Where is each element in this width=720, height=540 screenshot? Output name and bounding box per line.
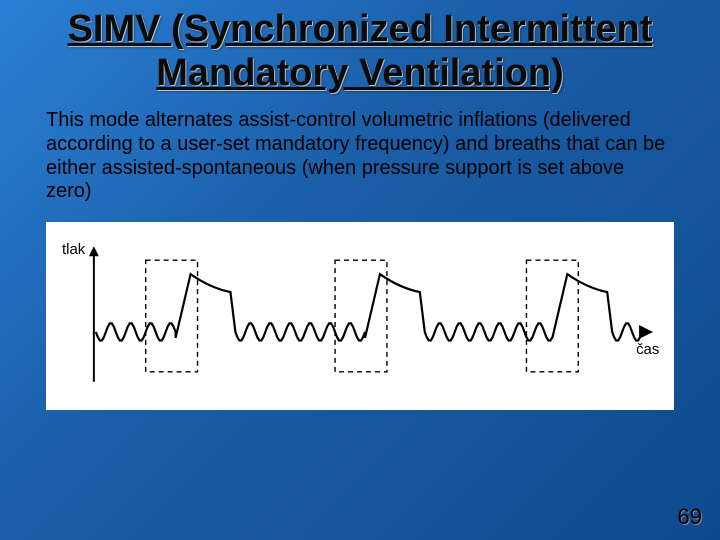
chart-svg: tlak čas <box>56 230 664 406</box>
x-axis-arrow <box>639 325 653 339</box>
pressure-waveform <box>96 274 642 340</box>
y-axis-label: tlak <box>62 241 86 258</box>
slide: SIMV (Synchronized Intermittent Mandator… <box>0 0 720 540</box>
slide-title: SIMV (Synchronized Intermittent Mandator… <box>40 8 680 95</box>
pressure-time-chart: tlak čas <box>46 222 674 410</box>
page-number: 69 <box>678 504 702 530</box>
y-axis-arrow <box>89 246 99 256</box>
slide-body: This mode alternates assist-control volu… <box>46 109 674 203</box>
x-axis-label: čas <box>636 341 659 358</box>
